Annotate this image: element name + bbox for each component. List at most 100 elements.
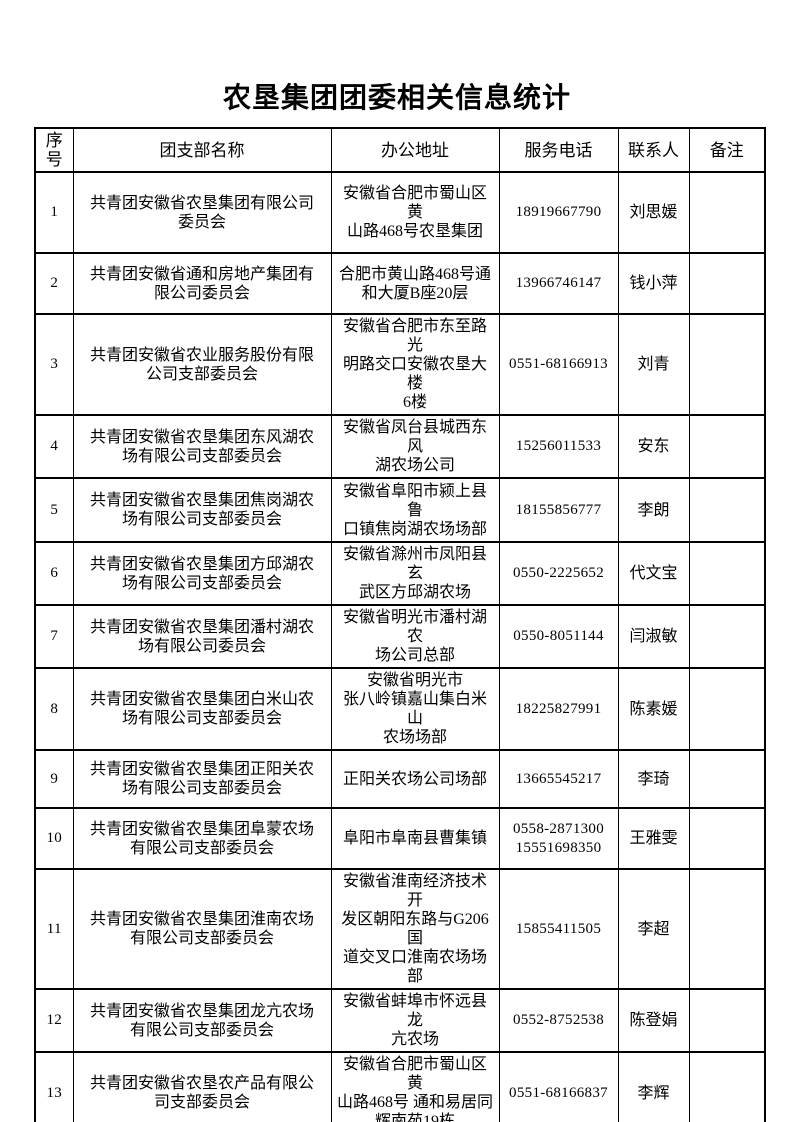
service-phone: 13665545217	[498, 749, 619, 809]
contact-person: 代文宝	[617, 541, 690, 606]
table-body: 1 共青团安徽省农垦集团有限公司 委员会 安徽省合肥市蜀山区黄 山路468号农垦集团…	[34, 171, 766, 1122]
branch-name: 共青团安徽省通和房地产集团有 限公司委员会	[72, 252, 332, 315]
service-phone: 18225827991	[498, 667, 619, 751]
table-row: 10 共青团安徽省农垦集团阜蒙农场 有限公司支部委员会 阜阳市阜南县曹集镇 0558-…	[34, 807, 766, 870]
branch-name: 共青团安徽省农垦集团潘村湖农 场有限公司委员会	[72, 604, 332, 669]
office-address: 安徽省滁州市凤阳县玄 武区方邱湖农场	[330, 541, 500, 606]
contact-person: 王雅雯	[617, 807, 690, 870]
row-number: 1	[34, 171, 74, 254]
table-row: 11 共青团安徽省农垦集团淮南农场 有限公司支部委员会 安徽省淮南经济技术开 发区朝…	[34, 868, 766, 990]
table-row: 13 共青团安徽省农垦农产品有限公 司支部委员会 安徽省合肥市蜀山区黄 山路468号…	[34, 1051, 766, 1122]
row-number: 10	[34, 807, 74, 870]
service-phone: 0550-2225652	[498, 541, 619, 606]
table-row: 1 共青团安徽省农垦集团有限公司 委员会 安徽省合肥市蜀山区黄 山路468号农垦集团…	[34, 171, 766, 254]
branch-name: 共青团安徽省农垦集团白米山农 场有限公司支部委员会	[72, 667, 332, 751]
table-row: 7 共青团安徽省农垦集团潘村湖农 场有限公司委员会 安徽省明光市潘村湖农 场公司总部…	[34, 604, 766, 669]
remark	[688, 252, 766, 315]
contact-person: 刘思媛	[617, 171, 690, 254]
page-title: 农垦集团团委相关信息统计	[222, 81, 571, 114]
row-number: 12	[34, 988, 74, 1053]
office-address: 安徽省合肥市蜀山区黄 山路468号农垦集团	[330, 171, 500, 254]
branch-name: 共青团安徽省农垦集团淮南农场 有限公司支部委员会	[72, 868, 332, 990]
remark	[688, 171, 766, 254]
remark	[688, 604, 766, 669]
remark	[688, 414, 766, 479]
remark	[688, 541, 766, 606]
column-header: 序号	[34, 127, 74, 173]
contact-person: 陈登娟	[617, 988, 690, 1053]
column-header: 联系人	[617, 127, 690, 173]
row-number: 8	[34, 667, 74, 751]
column-header: 服务电话	[498, 127, 619, 173]
info-table: 序号 团支部名称 办公地址 服务电话 联系人 备注 1 共青团安徽省农垦集团有限公司 委员会…	[34, 127, 766, 1122]
branch-name: 共青团安徽省农垦集团龙亢农场 有限公司支部委员会	[72, 988, 332, 1053]
remark	[688, 807, 766, 870]
office-address: 安徽省合肥市蜀山区黄 山路468号 通和易居同 辉南苑19栋	[330, 1051, 500, 1122]
column-header: 团支部名称	[72, 127, 332, 173]
contact-person: 刘青	[617, 313, 690, 416]
row-number: 9	[34, 749, 74, 809]
remark	[688, 749, 766, 809]
contact-person: 李超	[617, 868, 690, 990]
service-phone: 18919667790	[498, 171, 619, 254]
office-address: 安徽省阜阳市颍上县鲁 口镇焦岗湖农场场部	[330, 477, 500, 543]
column-header: 办公地址	[330, 127, 500, 173]
branch-name: 共青团安徽省农垦集团阜蒙农场 有限公司支部委员会	[72, 807, 332, 870]
contact-person: 钱小萍	[617, 252, 690, 315]
service-phone: 0551-68166837	[498, 1051, 619, 1122]
contact-person: 闫淑敏	[617, 604, 690, 669]
service-phone: 0551-68166913	[498, 313, 619, 416]
row-number: 3	[34, 313, 74, 416]
service-phone: 0550-8051144	[498, 604, 619, 669]
service-phone: 18155856777	[498, 477, 619, 543]
remark	[688, 313, 766, 416]
service-phone: 13966746147	[498, 252, 619, 315]
table-row: 8 共青团安徽省农垦集团白米山农 场有限公司支部委员会 安徽省明光市 张八岭镇嘉山集…	[34, 667, 766, 751]
branch-name: 共青团安徽省农垦集团焦岗湖农 场有限公司支部委员会	[72, 477, 332, 543]
remark	[688, 988, 766, 1053]
service-phone: 0558-2871300 15551698350	[498, 807, 619, 870]
branch-name: 共青团安徽省农垦集团东风湖农 场有限公司支部委员会	[72, 414, 332, 479]
row-number: 2	[34, 252, 74, 315]
table-row: 4 共青团安徽省农垦集团东风湖农 场有限公司支部委员会 安徽省凤台县城西东风 湖农场…	[34, 414, 766, 479]
row-number: 13	[34, 1051, 74, 1122]
office-address: 安徽省明光市潘村湖农 场公司总部	[330, 604, 500, 669]
table-row: 5 共青团安徽省农垦集团焦岗湖农 场有限公司支部委员会 安徽省阜阳市颍上县鲁 口镇焦…	[34, 477, 766, 543]
table-row: 2 共青团安徽省通和房地产集团有 限公司委员会 合肥市黄山路468号通 和大厦B座2…	[34, 252, 766, 315]
header-row: 序号 团支部名称 办公地址 服务电话 联系人 备注	[34, 127, 766, 173]
contact-person: 李朗	[617, 477, 690, 543]
branch-name: 共青团安徽省农垦集团有限公司 委员会	[72, 171, 332, 254]
service-phone: 0552-8752538	[498, 988, 619, 1053]
branch-name: 共青团安徽省农垦集团正阳关农 场有限公司支部委员会	[72, 749, 332, 809]
row-number: 6	[34, 541, 74, 606]
office-address: 安徽省凤台县城西东风 湖农场公司	[330, 414, 500, 479]
office-address: 安徽省合肥市东至路光 明路交口安徽农垦大楼 6楼	[330, 313, 500, 416]
contact-person: 陈素媛	[617, 667, 690, 751]
table-row: 9 共青团安徽省农垦集团正阳关农 场有限公司支部委员会 正阳关农场公司场部 13665…	[34, 749, 766, 809]
contact-person: 李琦	[617, 749, 690, 809]
table-row: 6 共青团安徽省农垦集团方邱湖农 场有限公司支部委员会 安徽省滁州市凤阳县玄 武区方…	[34, 541, 766, 606]
office-address: 正阳关农场公司场部	[330, 749, 500, 809]
remark	[688, 868, 766, 990]
column-header: 备注	[688, 127, 766, 173]
office-address: 阜阳市阜南县曹集镇	[330, 807, 500, 870]
remark	[688, 477, 766, 543]
row-number: 7	[34, 604, 74, 669]
service-phone: 15256011533	[498, 414, 619, 479]
branch-name: 共青团安徽省农业服务股份有限 公司支部委员会	[72, 313, 332, 416]
office-address: 安徽省明光市 张八岭镇嘉山集白米山 农场场部	[330, 667, 500, 751]
office-address: 合肥市黄山路468号通 和大厦B座20层	[330, 252, 500, 315]
table-row: 12 共青团安徽省农垦集团龙亢农场 有限公司支部委员会 安徽省蚌埠市怀远县龙 亢农场…	[34, 988, 766, 1053]
service-phone: 15855411505	[498, 868, 619, 990]
office-address: 安徽省蚌埠市怀远县龙 亢农场	[330, 988, 500, 1053]
office-address: 安徽省淮南经济技术开 发区朝阳东路与G206国 道交叉口淮南农场场部	[330, 868, 500, 990]
remark	[688, 667, 766, 751]
contact-person: 李辉	[617, 1051, 690, 1122]
table-row: 3 共青团安徽省农业服务股份有限 公司支部委员会 安徽省合肥市东至路光 明路交口安徽…	[34, 313, 766, 416]
branch-name: 共青团安徽省农垦农产品有限公 司支部委员会	[72, 1051, 332, 1122]
row-number: 11	[34, 868, 74, 990]
row-number: 5	[34, 477, 74, 543]
branch-name: 共青团安徽省农垦集团方邱湖农 场有限公司支部委员会	[72, 541, 332, 606]
row-number: 4	[34, 414, 74, 479]
